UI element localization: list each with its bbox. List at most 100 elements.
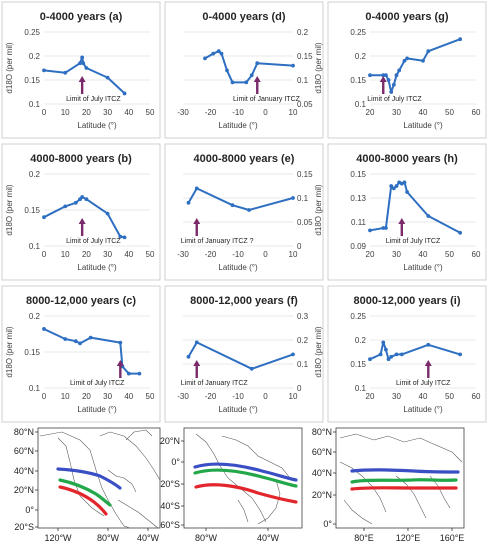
panel-border [164,285,324,423]
coastline [39,431,131,529]
map-frame [37,427,161,529]
chart-panel-a: 0-4000 years (a) 0.1 0.15 0.2 0.25 0 10 20 30 40 5… [1,1,161,139]
data-point [42,215,46,220]
chart-panel-h: 4000-8000 years (h) 0.09 0.11 0.13 0.15 20 30 4… [327,143,487,281]
x-axis-title: Latitude (°) [403,263,443,272]
map-asia: 80°N 60°N 40°N 20°N 0° 80°E 120°E 160°E [312,427,465,543]
itcz-annotation-label: Limit of July ITCZ [396,380,451,387]
map-y-label: 20°N [14,485,34,495]
map-y-label: 20°S [14,522,34,532]
data-point [63,70,68,75]
y-tick-label: 0.15 [24,206,40,215]
map-frame [335,427,465,529]
x-tick-label: -30 [177,108,189,117]
x-tick-label: -20 [205,250,217,259]
y-tick-label: 0.25 [24,28,40,37]
x-tick-label: 10 [61,250,70,259]
y-tick-label: 0.15 [297,170,313,179]
x-tick-label: 50 [445,250,454,259]
data-point [203,56,207,61]
itcz-band-blue [56,467,122,490]
x-tick-label: -10 [232,108,244,117]
x-tick-label: -30 [177,250,189,259]
data-point [186,354,191,359]
data-point [247,208,251,212]
x-tick-label: 40 [419,250,428,259]
x-tick-label: 20 [366,108,375,117]
series-line [43,56,126,95]
x-tick-label: 60 [472,108,481,117]
map-y-label: 60°S [160,520,180,530]
map-x-label: 40°W [257,533,280,543]
x-tick-label: -10 [232,250,244,259]
coastline [237,499,249,523]
data-point [249,73,254,78]
map-y-label: 80°N [312,427,332,437]
data-point [194,340,199,345]
map-y-label: 20°N [312,490,332,500]
coastline [107,469,137,493]
data-point [368,357,372,362]
chart-panel-f: 8000-12,000 years (f) 0 0.1 0.2 0.3 -30 -20 -10… [164,285,324,423]
panel-border [1,285,161,423]
x-tick-label: 40 [419,392,428,401]
chart-title: 4000-8000 years (h) [356,153,458,165]
map-y-label: 0° [25,505,34,515]
itcz-arrow-head [116,360,124,366]
panel-border [1,143,161,281]
data-point [118,340,123,345]
y-tick-label: 0.1 [297,360,309,369]
x-tick-label: 50 [445,392,454,401]
x-tick-label: 50 [146,250,155,259]
y-tick-label: 0.1 [29,242,41,251]
x-axis-title: Latitude (°) [218,121,258,130]
y-tick-label: 0.15 [297,52,313,61]
y-tick-label: 0.05 [297,218,313,227]
data-point [244,80,249,85]
data-point [378,352,383,357]
map-panels: 80°N 60°N 40°N 20°N 0° 20°S 120°W 80°W 40°W 20°N 0… [14,427,465,543]
y-tick-label: 0.15 [24,348,40,357]
x-tick-label: 0 [42,250,47,259]
chart-title: 8000-12,000 years (i) [353,295,460,307]
data-point [42,68,46,73]
map-x-label: 80°E [354,533,374,543]
x-tick-label: 10 [289,108,298,117]
x-tick-label: 0 [263,250,268,259]
itcz-arrow-head [78,76,86,82]
chart-panel-b: 4000-8000 years (b) 0.1 0.15 0.2 0 10 20 30 40 50… [1,143,161,281]
coastline [57,437,105,517]
map-x-label: 40°W [137,533,160,543]
itcz-band-green [350,478,458,484]
y-axis-title: d18O (per mil) [314,184,323,235]
y-tick-label: 0 [297,384,302,393]
x-tick-label: 30 [392,250,401,259]
map-y-label: 80°N [14,427,34,437]
itcz-annotation-label: Limit of January ITCZ [233,96,301,103]
data-point [389,184,394,188]
x-axis-title: Latitude (°) [77,405,117,414]
itcz-arrow-head [193,218,201,224]
x-tick-label: 50 [146,392,155,401]
chart-title: 4000-8000 years (e) [194,153,295,165]
data-point [137,371,142,376]
y-tick-label: 0.13 [350,194,366,203]
data-point [405,190,409,194]
data-point [458,352,462,357]
data-point [426,342,431,347]
data-point [426,49,431,54]
x-tick-label: 40 [419,108,428,117]
x-tick-label: 0 [263,392,268,401]
chart-panel-e: 4000-8000 years (e) 0 0.05 0.1 0.15 -30 -20 -10… [164,143,324,281]
itcz-band-red [194,483,298,504]
data-point [397,68,402,73]
map-y-label: 20°N [160,436,180,446]
x-tick-label: 50 [146,108,155,117]
data-point [391,186,396,191]
y-tick-label: 0.3 [297,312,309,321]
data-point [105,75,110,80]
map-y-label: 40°S [160,501,180,511]
y-tick-label: 0.25 [350,28,366,37]
y-tick-label: 0.2 [29,52,41,61]
data-point [63,204,68,209]
